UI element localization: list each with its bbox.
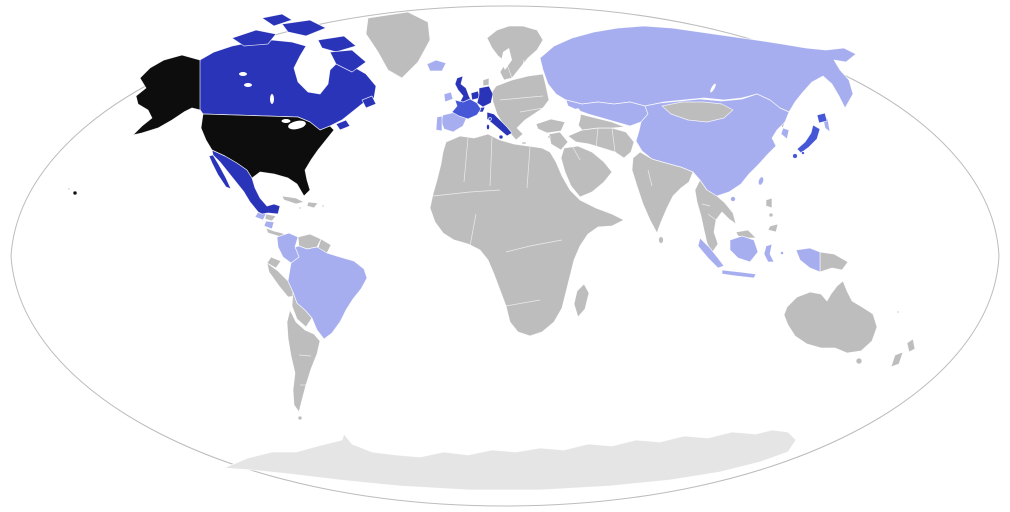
region-honduras bbox=[264, 213, 277, 222]
region-tierra-del-fuego bbox=[297, 415, 303, 421]
country-indonesia-west-papua bbox=[795, 247, 821, 273]
sea-caspian bbox=[569, 108, 581, 132]
region-cyprus bbox=[547, 135, 551, 139]
country-usa-alaska bbox=[132, 54, 201, 136]
country-china bbox=[635, 93, 790, 197]
country-indonesia-sulawesi bbox=[763, 243, 775, 263]
country-usa-hawaii-islet bbox=[67, 187, 71, 191]
country-usa-hawaii bbox=[72, 190, 78, 196]
country-usa-mainland bbox=[200, 113, 335, 197]
country-italy bbox=[486, 111, 513, 137]
region-fiji bbox=[896, 310, 900, 314]
region-antarctica bbox=[223, 429, 797, 491]
country-ireland bbox=[443, 91, 454, 103]
border-lines-asia bbox=[569, 127, 717, 221]
lake-winnipeg bbox=[270, 94, 274, 104]
region-tasmania bbox=[855, 357, 863, 365]
country-germany bbox=[476, 85, 494, 108]
country-japan-hokkaido bbox=[816, 112, 828, 124]
country-portugal bbox=[435, 115, 443, 132]
country-brazil bbox=[287, 245, 368, 340]
country-france-corsica bbox=[488, 117, 492, 121]
region-denmark bbox=[482, 77, 490, 87]
region-jamaica bbox=[298, 206, 302, 210]
region-sri-lanka bbox=[658, 236, 664, 244]
region-cuba bbox=[281, 195, 305, 205]
country-canada-arctic-island-4 bbox=[261, 13, 293, 27]
lake-baikal bbox=[710, 83, 716, 93]
country-taiwan bbox=[758, 176, 764, 186]
region-turkey bbox=[535, 118, 566, 134]
lake-great-slave bbox=[244, 83, 252, 87]
border-lines-europe bbox=[499, 59, 544, 113]
country-canada-arctic-island-3 bbox=[317, 35, 357, 53]
border-lines-africa bbox=[432, 136, 563, 307]
region-ecuador bbox=[266, 256, 282, 269]
country-indonesia-sumatra bbox=[697, 237, 725, 269]
region-new-zealand-south bbox=[890, 351, 904, 368]
region-new-zealand-north bbox=[906, 338, 916, 353]
region-eastern-europe bbox=[491, 73, 550, 141]
country-indonesia-java bbox=[721, 269, 757, 279]
region-mongolia bbox=[661, 101, 734, 123]
lake-great-lakes bbox=[288, 120, 306, 130]
country-canada-arctic-island-1 bbox=[231, 29, 277, 47]
country-south-korea bbox=[780, 127, 790, 140]
region-levant-iraq bbox=[548, 131, 569, 151]
country-indonesia-moluccas bbox=[780, 251, 784, 255]
region-africa bbox=[429, 133, 625, 337]
country-colombia bbox=[276, 232, 300, 264]
lake-great-lakes-west bbox=[281, 119, 291, 123]
country-japan-honshu bbox=[796, 124, 821, 154]
sea-black-sea bbox=[544, 109, 562, 117]
country-iceland bbox=[426, 59, 447, 72]
region-greenland bbox=[365, 11, 431, 79]
region-philippines bbox=[765, 197, 773, 209]
region-philippines-mindanao bbox=[767, 223, 779, 233]
country-mexico-baja bbox=[208, 154, 232, 190]
border-lines-south-america bbox=[295, 321, 312, 386]
country-canada-baffin bbox=[329, 49, 367, 73]
region-puerto-rico bbox=[321, 204, 325, 208]
country-canada-newfoundland bbox=[361, 95, 377, 109]
region-madagascar bbox=[573, 283, 590, 318]
country-indonesia-kalimantan bbox=[729, 235, 759, 263]
region-arabia bbox=[560, 145, 613, 198]
region-argentina-chile bbox=[286, 309, 321, 413]
region-australia bbox=[783, 280, 878, 354]
country-canada-nova-scotia bbox=[335, 119, 351, 131]
country-nicaragua bbox=[263, 220, 275, 230]
lake-great-bear bbox=[239, 72, 247, 76]
region-crete bbox=[521, 141, 527, 145]
country-france bbox=[451, 98, 482, 120]
sea-baltic bbox=[501, 48, 512, 70]
region-hispaniola bbox=[306, 201, 319, 209]
country-japan-shikoku bbox=[801, 151, 805, 155]
country-italy-sicily bbox=[498, 134, 504, 140]
region-philippines-visayas bbox=[768, 212, 774, 218]
country-china-hainan bbox=[730, 196, 736, 202]
country-italy-sardinia bbox=[486, 124, 490, 130]
country-japan-kyushu bbox=[792, 153, 798, 159]
country-canada-arctic-island-2 bbox=[281, 19, 327, 37]
